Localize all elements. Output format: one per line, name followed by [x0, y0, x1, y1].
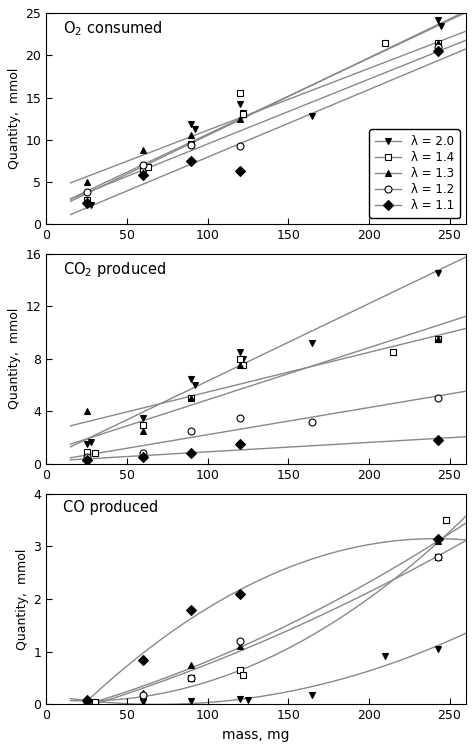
- X-axis label: mass, mg: mass, mg: [222, 728, 290, 742]
- Text: CO$_2$ produced: CO$_2$ produced: [63, 260, 166, 279]
- Y-axis label: Quantity,  mmol: Quantity, mmol: [9, 308, 21, 410]
- Y-axis label: Quantity,  mmol: Quantity, mmol: [16, 548, 29, 650]
- Legend: λ = 2.0, λ = 1.4, λ = 1.3, λ = 1.2, λ = 1.1: λ = 2.0, λ = 1.4, λ = 1.3, λ = 1.2, λ = …: [369, 129, 460, 218]
- Text: O$_2$ consumed: O$_2$ consumed: [63, 20, 163, 38]
- Y-axis label: Quantity,  mmol: Quantity, mmol: [9, 68, 21, 170]
- Text: CO produced: CO produced: [63, 500, 158, 515]
